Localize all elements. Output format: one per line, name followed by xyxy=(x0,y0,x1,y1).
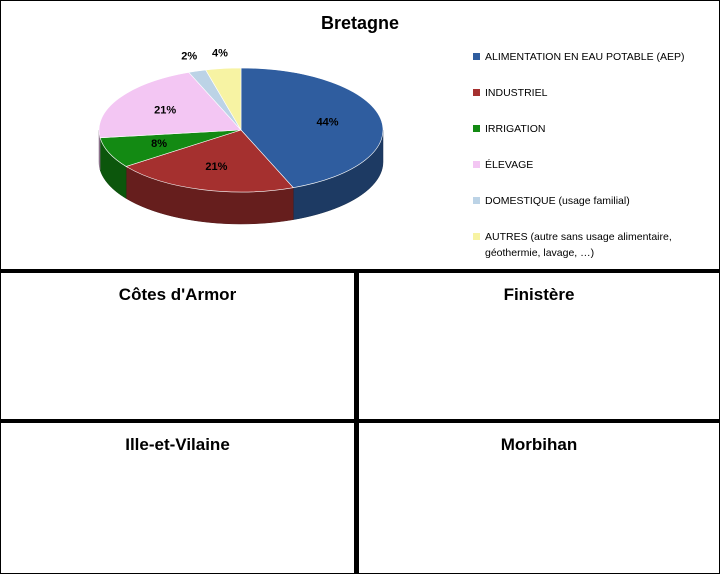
pie-slice-elevage xyxy=(98,72,242,139)
legend-item-autres: AUTRES (autre sans usage alimentaire, gé… xyxy=(473,229,708,261)
data-label-domestique: 2% xyxy=(181,50,197,62)
pie-chart-ille-et-vilaine: 51%22%5%16%1%6% xyxy=(1,423,354,573)
legend-label: ÉLEVAGE xyxy=(485,159,534,171)
legend-swatch xyxy=(473,53,480,60)
legend-item-aep: ALIMENTATION EN EAU POTABLE (AEP) xyxy=(473,49,708,65)
data-label-irrigation: 8% xyxy=(151,138,167,150)
legend-swatch xyxy=(473,233,480,240)
legend-label: INDUSTRIEL xyxy=(485,87,548,99)
legend-label: ALIMENTATION EN EAU POTABLE (AEP) xyxy=(485,51,685,63)
legend-item-irrigation: IRRIGATION xyxy=(473,121,708,137)
pie-slice-autres xyxy=(205,67,242,132)
pie-chart-cotes-d-armor: 33%18%7%35%3%5% xyxy=(1,273,354,419)
legend-label: DOMESTIQUE (usage familial) xyxy=(485,195,630,207)
legend-item-elevage: ÉLEVAGE xyxy=(473,157,708,173)
legend-label: AUTRES (autre sans usage alimentaire, gé… xyxy=(485,231,672,259)
legend-label: IRRIGATION xyxy=(485,123,546,135)
legend-swatch xyxy=(473,125,480,132)
chart-title: Finistère xyxy=(503,285,575,304)
pie-chart-finistere: 54%16%10%14%2%3% xyxy=(359,273,719,419)
pie-slice-aep xyxy=(240,67,384,188)
pie-chart-morbihan: 37%28%10%19%2%5% xyxy=(359,423,719,573)
chart-title: Côtes d'Armor xyxy=(118,285,237,304)
data-label-autres: 4% xyxy=(212,47,228,59)
legend-swatch xyxy=(473,197,480,204)
chart-panel-bretagne: Bretagne 44% 21% 8% 21% 2% 4% ALIMENTATION EN… xyxy=(1,1,719,269)
chart-title: Bretagne xyxy=(320,13,400,33)
legend-swatch xyxy=(473,161,480,168)
chart-title: Ille-et-Vilaine xyxy=(125,435,230,454)
chart-panel-finistere: Finistère 54%16%10%14%2%3% xyxy=(359,273,719,419)
data-label-aep: 44% xyxy=(316,117,338,129)
data-label-elevage: 21% xyxy=(154,104,176,116)
pie-slice-industriel xyxy=(125,129,294,193)
pie-data-labels: 44% 21% 8% 21% 2% 4% xyxy=(151,47,339,172)
data-label-industriel: 21% xyxy=(205,161,227,173)
chart-title: Morbihan xyxy=(500,435,578,454)
chart-panel-ille-et-vilaine: Ille-et-Vilaine 51%22%5%16%1%6% xyxy=(1,423,354,573)
pie-slices xyxy=(98,67,384,193)
chart-panel-cotes-d-armor: Côtes d'Armor 33%18%7%35%3%5% xyxy=(1,273,354,419)
legend-swatch xyxy=(473,89,480,96)
legend-item-industriel: INDUSTRIEL xyxy=(473,85,708,101)
legend-item-domestique: DOMESTIQUE (usage familial) xyxy=(473,193,708,209)
pie-chart-bretagne: 44% 21% 8% 21% 2% 4% xyxy=(98,47,384,225)
chart-panel-morbihan: Morbihan 37%28%10%19%2%5% xyxy=(359,423,719,573)
